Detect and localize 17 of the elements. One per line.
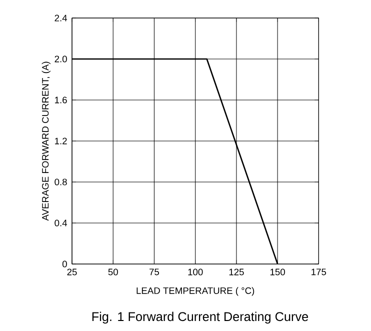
y-tick-label: 1.2 — [55, 138, 67, 144]
y-tick-label: 1.6 — [55, 96, 67, 104]
x-tick-label: 75 — [150, 268, 160, 276]
y-tick-label: 0.8 — [54, 178, 67, 186]
x-tick-label: 50 — [108, 268, 118, 276]
y-tick-label: 2.4 — [54, 14, 68, 22]
text: Fig. 1 Forward Current Derating Curve — [92, 312, 308, 324]
y-tick-label: 2.0 — [54, 56, 67, 62]
x-tick-label: 125 — [229, 268, 244, 276]
x-tick-label: 100 — [188, 268, 203, 276]
x-tick-label: 25 — [67, 268, 77, 276]
x-tick-label: 150 — [270, 268, 285, 276]
y-axis-title: AVERAGE FORWARD CURRENT, (A) — [42, 62, 50, 221]
y-tick-label: 0 — [62, 260, 67, 268]
y-tick-label: 0.4 — [54, 220, 68, 226]
x-axis-title: LEAD TEMPERATURE ( °C) — [136, 287, 254, 296]
x-tick-label: 175 — [312, 268, 326, 276]
